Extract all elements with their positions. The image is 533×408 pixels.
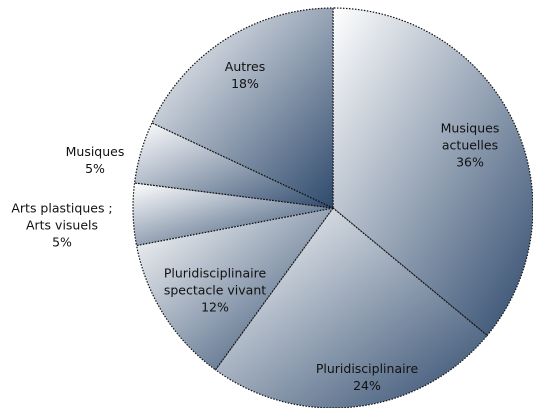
pie-slice — [135, 207, 335, 371]
slice-label: Musiques actuelles 36% — [430, 120, 510, 171]
slice-label: Autres 18% — [205, 58, 285, 92]
value-label: 5% — [85, 161, 105, 176]
category-label: Pluridisciplinaire spectacle vivant — [163, 265, 267, 298]
category-label: Arts plastiques ; Arts visuels — [11, 200, 113, 233]
pie-slice — [133, 122, 334, 209]
slice-label: Musiques 5% — [55, 143, 135, 177]
pie-slice — [132, 182, 334, 247]
value-label: 12% — [201, 299, 229, 315]
slice-label: Pluridisciplinaire 24% — [297, 360, 437, 394]
value-label: 5% — [52, 234, 72, 250]
category-label: Musiques — [65, 144, 125, 159]
category-label: Pluridisciplinaire — [315, 361, 419, 376]
slice-label: Arts plastiques ; Arts visuels 5% — [2, 200, 122, 251]
pie-slice — [332, 7, 533, 337]
category-label: Autres — [224, 59, 266, 74]
value-label: 24% — [353, 378, 381, 393]
pie-slice — [151, 7, 334, 209]
category-label: Musiques actuelles — [440, 120, 500, 153]
slice-label: Pluridisciplinaire spectacle vivant 12% — [150, 265, 280, 316]
pie-slice — [214, 207, 488, 408]
value-label: 18% — [231, 76, 259, 91]
value-label: 36% — [456, 154, 484, 170]
